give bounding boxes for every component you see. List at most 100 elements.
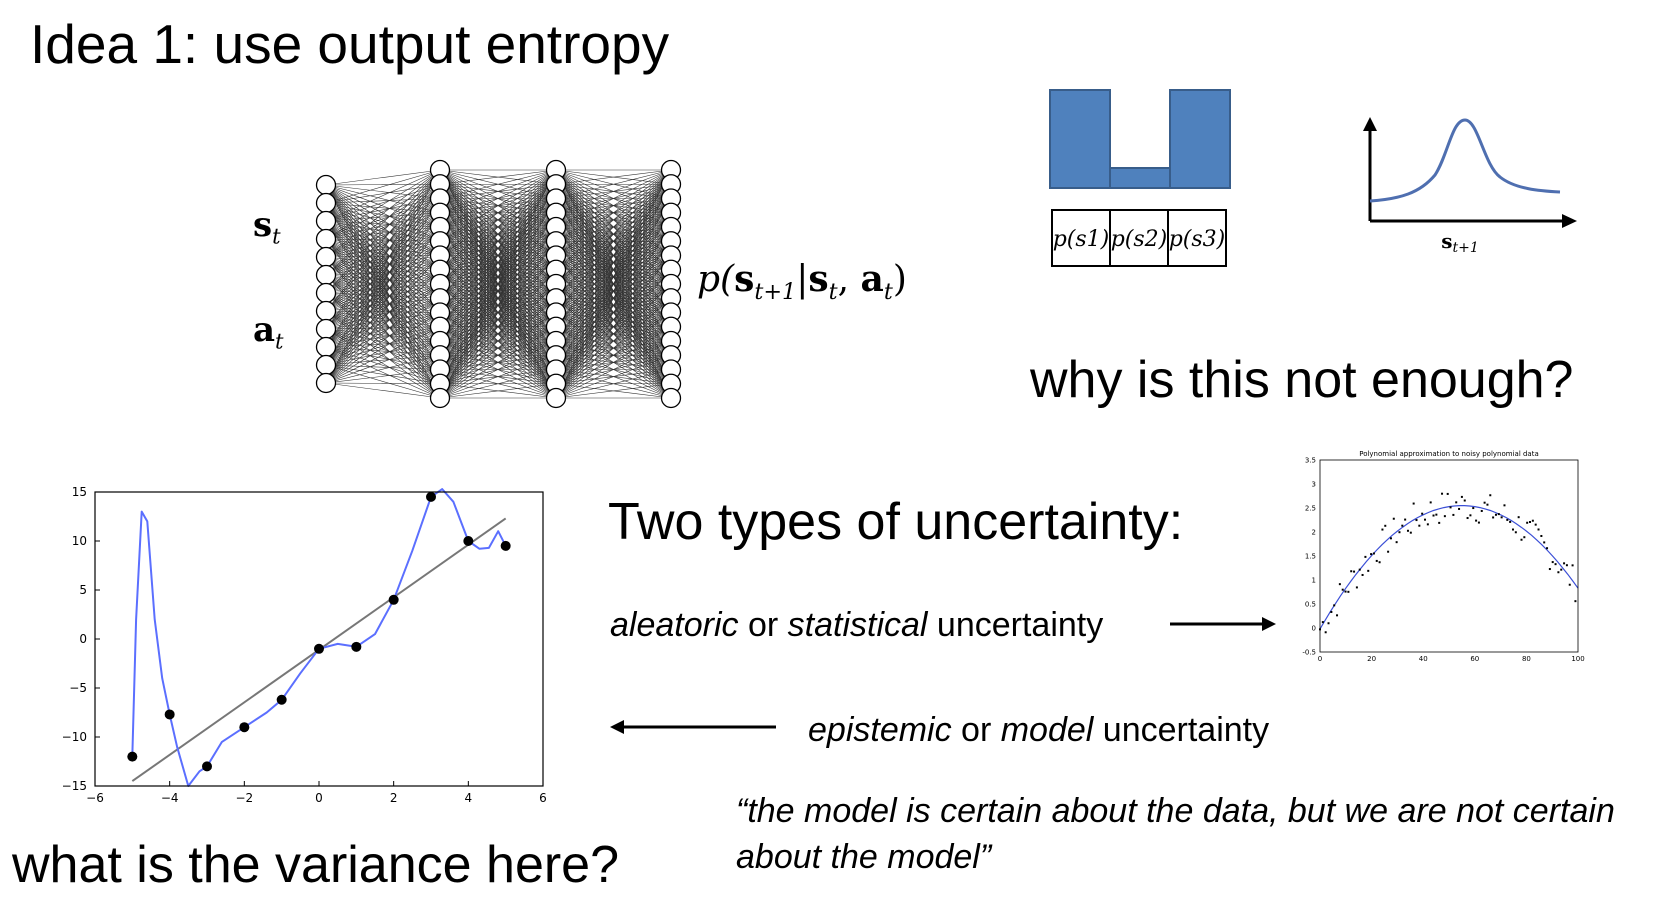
noisy-data-point: [1443, 515, 1446, 518]
x-axis-arrow: [1562, 214, 1577, 228]
noisy-data-point: [1415, 519, 1418, 522]
noisy-data-point: [1355, 586, 1358, 589]
network-edge: [325, 328, 441, 342]
noisy-data-point: [1341, 588, 1344, 591]
polynomial-fit-curve: [1319, 505, 1579, 630]
plot-frame: [94, 491, 544, 787]
network-edge: [325, 297, 441, 348]
y-tick-label: 2: [1312, 529, 1316, 537]
noisy-data-point: [1548, 568, 1551, 571]
network-edge: [439, 169, 557, 256]
noisy-data-point: [1458, 507, 1461, 510]
network-edge: [439, 169, 557, 185]
input-state-label: st: [253, 205, 281, 249]
network-edge: [439, 326, 557, 399]
network-edge: [325, 198, 441, 366]
network-node: [315, 192, 337, 214]
network-edge: [325, 269, 441, 366]
data-point: [164, 709, 175, 720]
network-edge: [325, 269, 441, 384]
network-edge: [325, 255, 441, 348]
network-edge: [439, 354, 557, 399]
noisy-data-point: [1472, 507, 1475, 510]
noisy-data-point: [1387, 550, 1390, 553]
noisy-data-point: [1526, 521, 1529, 524]
network-edge: [325, 382, 441, 399]
epistemic-quote: “the model is certain about the data, bu…: [736, 792, 1615, 876]
network-edge: [439, 169, 557, 285]
x-tick-label: 40: [1419, 655, 1428, 663]
network-edge: [439, 212, 557, 399]
noisy-data-point: [1500, 516, 1503, 519]
noisy-data-point: [1327, 622, 1330, 625]
x-tick-label: 60: [1470, 655, 1479, 663]
y-tick-label: -0.5: [1302, 649, 1316, 657]
network-edge: [555, 269, 672, 399]
noisy-data-point: [1375, 559, 1378, 562]
y-tick-label: 1: [1312, 577, 1316, 585]
noisy-data-point: [1378, 561, 1381, 564]
network-edge: [325, 312, 441, 384]
network-edge: [555, 169, 672, 356]
bar-s2: [1109, 167, 1171, 189]
noisy-data-point: [1452, 513, 1455, 516]
network-edge: [325, 226, 441, 384]
network-edge: [555, 169, 672, 242]
network-edge: [555, 169, 672, 214]
noisy-data-point: [1523, 536, 1526, 539]
noisy-data-point: [1398, 531, 1401, 534]
noisy-data-point: [1435, 513, 1438, 516]
network-edge: [555, 169, 672, 185]
noisy-data-point: [1353, 570, 1356, 573]
network-edge: [325, 198, 441, 330]
network-edge: [555, 369, 672, 399]
noisy-data-point: [1483, 501, 1486, 504]
uncertainty-types-heading: Two types of uncertainty:: [608, 493, 1184, 551]
network-edge: [325, 340, 441, 348]
network-edge: [325, 169, 441, 204]
noisy-data-point: [1364, 555, 1367, 558]
network-edge: [325, 326, 441, 384]
x-tick-label: 80: [1522, 655, 1531, 663]
noisy-data-point: [1350, 570, 1353, 573]
noisy-data-point: [1372, 552, 1375, 555]
data-point: [426, 491, 436, 502]
network-node: [315, 372, 337, 394]
noisy-data-point: [1469, 514, 1472, 517]
noisy-data-point: [1511, 528, 1514, 531]
network-edges: [325, 169, 672, 399]
noisy-data-point: [1338, 583, 1341, 586]
y-tick-label: 15: [72, 485, 87, 499]
network-edge: [325, 169, 441, 384]
noisy-data-point: [1463, 499, 1466, 502]
network-edge: [325, 198, 441, 384]
network-edge: [439, 269, 557, 399]
y-axis-arrow: [1363, 117, 1377, 131]
noisy-data-point: [1574, 600, 1577, 603]
network-edge: [439, 340, 557, 399]
network-edge: [439, 241, 557, 399]
network-edge: [439, 169, 557, 270]
noisy-data-point: [1529, 520, 1532, 523]
network-edge: [325, 212, 441, 366]
noisy-data-point: [1384, 524, 1387, 527]
network-edge: [325, 226, 441, 348]
network-edge: [325, 328, 441, 370]
data-point: [388, 594, 399, 605]
network-edge: [439, 198, 557, 399]
network-node: [315, 174, 337, 196]
noisy-data-point: [1426, 523, 1429, 526]
bar-s1: [1049, 89, 1111, 189]
network-edge: [325, 269, 441, 348]
network-edge: [325, 241, 441, 366]
network-edge: [325, 369, 441, 384]
noisy-data-point: [1571, 564, 1574, 567]
network-edge: [555, 169, 672, 342]
noisy-data-point: [1560, 568, 1563, 571]
noisy-data-point: [1389, 537, 1392, 540]
network-edge: [325, 283, 441, 366]
noisy-data-point: [1492, 516, 1495, 519]
network-edge: [439, 255, 557, 399]
noisy-data-point: [1480, 509, 1483, 512]
network-node: [545, 387, 567, 409]
